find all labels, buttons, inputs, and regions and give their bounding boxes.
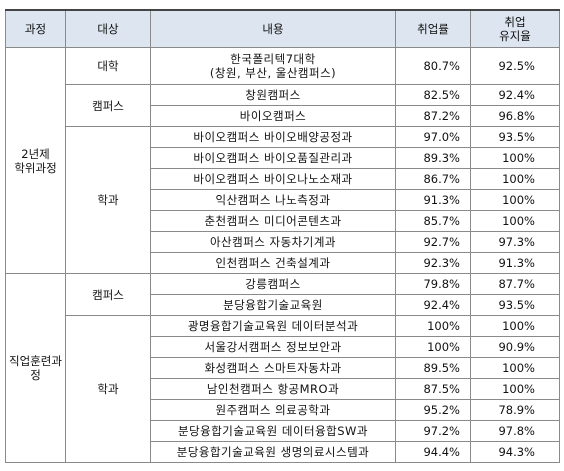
content-cell: 인천캠퍼스 건축설계과	[150, 252, 396, 274]
table-body: 2년제 학위과정 대학 한국폴리텍7대학 (창원, 부산, 울산캠퍼스) 80.7% 92.…	[5, 47, 560, 463]
employment-rate-cell: 92.3%	[395, 252, 471, 274]
content-cell: 분당융합기술교육원 데이터융합SW과	[150, 420, 396, 442]
header-cell: 대상	[65, 9, 151, 48]
content-cell: 광명융합기술교육원 데이터분석과	[150, 315, 396, 337]
employment-rate-cell: 79.8%	[395, 273, 471, 295]
content-cell: 창원캠퍼스	[150, 84, 396, 106]
content-cell: 바이오캠퍼스 바이오배양공정과	[150, 126, 396, 148]
retention-rate-cell: 97.3%	[470, 231, 560, 253]
content-cell: 바이오캠퍼스	[150, 105, 396, 127]
header-row: 과정 대상 내용 취업률 취업 유지율	[5, 9, 560, 48]
employment-rate-cell: 86.7%	[395, 168, 471, 190]
content-cell: 한국폴리텍7대학 (창원, 부산, 울산캠퍼스)	[150, 47, 396, 85]
retention-rate-cell: 100%	[470, 357, 560, 379]
employment-rate-cell: 92.4%	[395, 294, 471, 316]
text-line: 한국폴리텍7대학	[230, 52, 316, 66]
content-cell: 바이오캠퍼스 바이오품질관리과	[150, 147, 396, 169]
table-row: 분당융합기술교육원 92.4% 93.5%	[6, 294, 560, 316]
table-row: 익산캠퍼스 나노측정과 91.3% 100%	[6, 189, 560, 211]
employment-rate-cell: 91.3%	[395, 189, 471, 211]
content-cell: 화성캠퍼스 스마트자동차과	[150, 357, 396, 379]
retention-rate-cell: 87.7%	[470, 273, 560, 295]
employment-rate-cell: 94.4%	[395, 441, 471, 463]
retention-rate-cell: 100%	[470, 147, 560, 169]
table-row: 원주캠퍼스 의료공학과 95.2% 78.9%	[6, 399, 560, 421]
header-cell: 취업률	[395, 9, 471, 48]
employment-rate-cell: 87.5%	[395, 378, 471, 400]
table-row: 인천캠퍼스 건축설계과 92.3% 91.3%	[6, 252, 560, 274]
retention-rate-cell: 78.9%	[470, 399, 560, 421]
table-row: 바이오캠퍼스 바이오품질관리과 89.3% 100%	[6, 147, 560, 169]
employment-rate-cell: 100%	[395, 336, 471, 358]
content-cell: 춘천캠퍼스 미디어콘텐츠과	[150, 210, 396, 232]
employment-rate-cell: 80.7%	[395, 47, 471, 85]
retention-rate-cell: 100%	[470, 168, 560, 190]
employment-rate-cell: 89.3%	[395, 147, 471, 169]
table-row: 서울강서캠퍼스 정보보안과 100% 90.9%	[6, 336, 560, 358]
employment-rate-cell: 82.5%	[395, 84, 471, 106]
text-line: 정	[30, 368, 41, 382]
header-cell: 내용	[150, 9, 396, 48]
retention-rate-cell: 100%	[470, 315, 560, 337]
table-row: 2년제 학위과정 대학 한국폴리텍7대학 (창원, 부산, 울산캠퍼스) 80.7% 92.…	[5, 47, 560, 274]
header-cell: 과정	[5, 9, 66, 48]
course-cell: 2년제 학위과정	[5, 47, 66, 274]
target-cell: 학과	[65, 315, 151, 463]
retention-rate-cell: 93.5%	[470, 126, 560, 148]
content-cell: 원주캠퍼스 의료공학과	[150, 399, 396, 421]
employment-rate-cell: 97.2%	[395, 420, 471, 442]
retention-rate-cell: 93.5%	[470, 294, 560, 316]
text-line: 직업훈련과	[9, 354, 62, 368]
employment-rate-cell: 85.7%	[395, 210, 471, 232]
table-row: 캠퍼스 창원캠퍼스 82.5% 92.4%	[6, 84, 560, 127]
employment-rate-cell: 87.2%	[395, 105, 471, 127]
header-cell: 취업 유지율	[470, 9, 560, 48]
retention-rate-cell: 90.9%	[470, 336, 560, 358]
target-cell: 대학	[65, 47, 151, 85]
retention-rate-cell: 94.3%	[470, 441, 560, 463]
table-header: 과정 대상 내용 취업률 취업 유지율	[5, 9, 560, 48]
table-row: 분당융합기술교육원 생명의료시스템과 94.4% 94.3%	[6, 441, 560, 463]
employment-rate-cell: 97.0%	[395, 126, 471, 148]
table-row: 학과 바이오캠퍼스 바이오배양공정과 97.0% 93.5%	[6, 126, 560, 274]
text-line: 학위과정	[14, 160, 57, 175]
content-cell: 서울강서캠퍼스 정보보안과	[150, 336, 396, 358]
content-cell: 남인천캠퍼스 항공MRO과	[150, 378, 396, 400]
content-cell: 익산캠퍼스 나노측정과	[150, 189, 396, 211]
employment-rate-cell: 100%	[395, 315, 471, 337]
target-cell: 캠퍼스	[65, 273, 151, 316]
employment-rate-cell: 89.5%	[395, 357, 471, 379]
target-cell: 캠퍼스	[65, 84, 151, 127]
table-row: 아산캠퍼스 자동차기계과 92.7% 97.3%	[6, 231, 560, 253]
text-line: (창원, 부산, 울산캠퍼스)	[209, 66, 337, 80]
employment-table: 과정 대상 내용 취업률 취업 유지율 2년제 학위과정 대학 한국폴리텍7대학 (창원,…	[5, 9, 560, 463]
text-line: 2년제	[21, 146, 50, 161]
header-line: 유지율	[499, 29, 531, 43]
retention-rate-cell: 91.3%	[470, 252, 560, 274]
retention-rate-cell: 92.5%	[470, 47, 560, 85]
table-row: 학과 광명융합기술교육원 데이터분석과 100% 100%	[6, 315, 560, 463]
content-cell: 분당융합기술교육원 생명의료시스템과	[150, 441, 396, 463]
content-cell: 분당융합기술교육원	[150, 294, 396, 316]
retention-rate-cell: 100%	[470, 189, 560, 211]
retention-rate-cell: 97.8%	[470, 420, 560, 442]
employment-rate-cell: 92.7%	[395, 231, 471, 253]
table-row: 직업훈련과 정 캠퍼스 강릉캠퍼스 79.8% 87.7%	[5, 273, 560, 463]
content-cell: 바이오캠퍼스 바이오나노소재과	[150, 168, 396, 190]
content-cell: 강릉캠퍼스	[150, 273, 396, 295]
table-row: 춘천캠퍼스 미디어콘텐츠과 85.7% 100%	[6, 210, 560, 232]
retention-rate-cell: 100%	[470, 210, 560, 232]
course-cell: 직업훈련과 정	[5, 273, 66, 463]
retention-rate-cell: 92.4%	[470, 84, 560, 106]
header-line: 취업	[504, 15, 526, 29]
content-cell: 아산캠퍼스 자동차기계과	[150, 231, 396, 253]
retention-rate-cell: 96.8%	[470, 105, 560, 127]
employment-rate-cell: 95.2%	[395, 399, 471, 421]
retention-rate-cell: 100%	[470, 378, 560, 400]
target-cell: 학과	[65, 126, 151, 274]
table-row: 분당융합기술교육원 데이터융합SW과 97.2% 97.8%	[6, 420, 560, 442]
